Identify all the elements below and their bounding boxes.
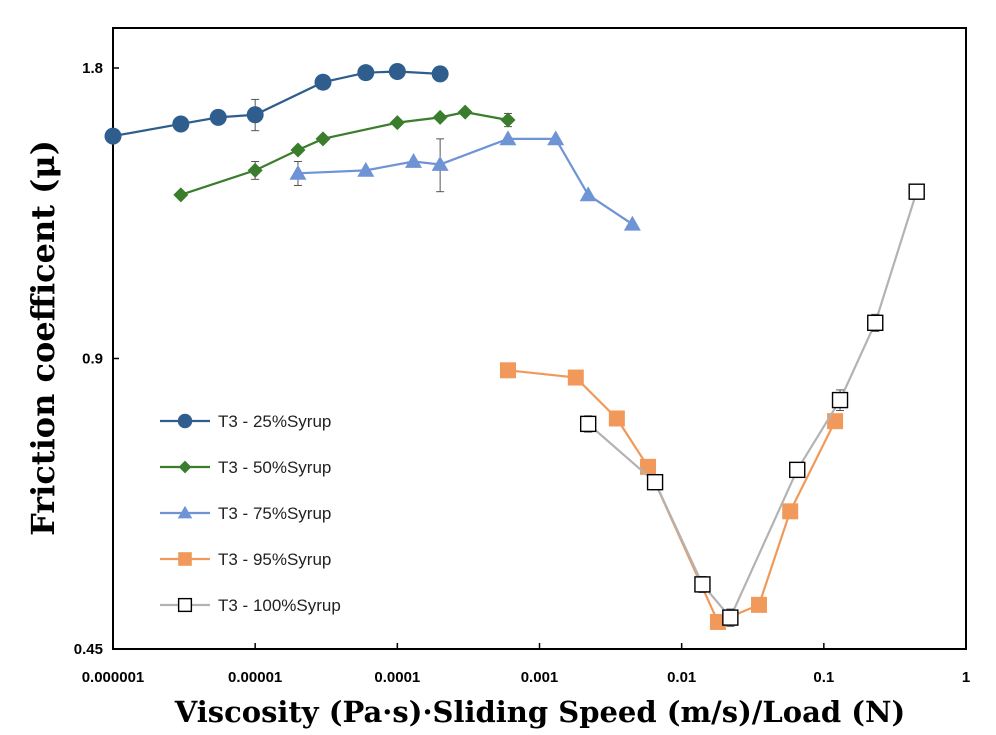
data-point (782, 503, 799, 520)
legend-item: T3 - 75%Syrup (160, 504, 331, 523)
series-line (587, 191, 918, 620)
legend-item: T3 - 50%Syrup (160, 458, 331, 477)
data-point (567, 369, 584, 386)
y-tick-label: 1.8 (82, 60, 103, 77)
data-point (500, 112, 516, 128)
data-point (173, 187, 189, 203)
data-point (389, 115, 405, 131)
y-axis-ticks: 1.8 0.9 0.45 (74, 60, 119, 658)
plot-area (112, 27, 967, 650)
data-point (314, 73, 332, 91)
legend-item: T3 - 100%Syrup (160, 596, 341, 615)
data-point (499, 362, 516, 379)
data-point (579, 415, 597, 433)
data-point (388, 63, 406, 81)
series-layer (104, 63, 925, 630)
legend-label: T3 - 100%Syrup (218, 596, 341, 615)
y-tick-label: 0.45 (74, 641, 103, 658)
data-point (908, 183, 925, 200)
x-tick-label: 1 (962, 669, 970, 686)
data-point (831, 391, 849, 409)
data-point (640, 458, 657, 475)
data-point (405, 153, 423, 168)
series-open-square (579, 183, 925, 627)
legend-label: T3 - 25%Syrup (218, 412, 331, 431)
data-point (246, 106, 264, 124)
data-point (457, 104, 473, 120)
series-diamond (173, 104, 516, 203)
data-point (547, 130, 565, 146)
data-point (177, 597, 193, 613)
series-circle (104, 63, 449, 145)
series-line (297, 137, 633, 226)
legend-item: T3 - 25%Syrup (160, 412, 331, 431)
data-point (751, 596, 768, 613)
data-point (315, 131, 331, 147)
data-point (357, 161, 375, 177)
x-tick-label: 0.01 (667, 669, 696, 686)
legend-label: T3 - 50%Syrup (218, 458, 331, 477)
data-point (722, 609, 739, 626)
x-tick-label: 0.0001 (374, 669, 420, 686)
x-axis-ticks: 0.000001 0.00001 0.0001 0.001 0.01 0.1 1 (82, 643, 970, 686)
data-point (178, 552, 192, 566)
data-point (694, 576, 711, 593)
data-point (867, 314, 884, 332)
data-point (623, 215, 641, 231)
x-tick-label: 0.001 (521, 669, 559, 686)
data-point (789, 461, 806, 479)
y-axis-title: Friction coefficent (μ) (24, 140, 62, 536)
x-tick-label: 0.000001 (82, 669, 145, 686)
data-point (827, 413, 844, 430)
series-triangle (289, 130, 641, 231)
x-tick-label: 0.00001 (228, 669, 282, 686)
data-point (579, 186, 597, 202)
data-point (499, 130, 517, 146)
data-point (608, 410, 625, 427)
x-axis-title: Viscosity (Pa·s)·Sliding Speed (m/s)/Loa… (174, 695, 906, 729)
data-point (172, 115, 190, 133)
data-point (646, 473, 664, 491)
y-tick-label: 0.9 (82, 351, 103, 368)
legend: T3 - 25%Syrup T3 - 50%Syrup T3 - 75%Syrup T… (160, 412, 341, 615)
legend-label: T3 - 95%Syrup (218, 550, 331, 569)
data-point (357, 64, 375, 82)
legend-item: T3 - 95%Syrup (160, 550, 331, 569)
data-point (209, 108, 227, 126)
data-point (104, 127, 122, 145)
x-tick-label: 0.1 (813, 669, 834, 686)
data-point (432, 109, 448, 125)
data-point (290, 142, 306, 158)
data-point (177, 413, 193, 429)
data-point (709, 613, 726, 630)
data-point (247, 162, 263, 178)
data-point (289, 164, 307, 180)
data-point (431, 155, 449, 171)
legend-label: T3 - 75%Syrup (218, 504, 331, 523)
data-point (178, 460, 192, 474)
data-point (177, 505, 193, 519)
data-point (431, 65, 449, 83)
